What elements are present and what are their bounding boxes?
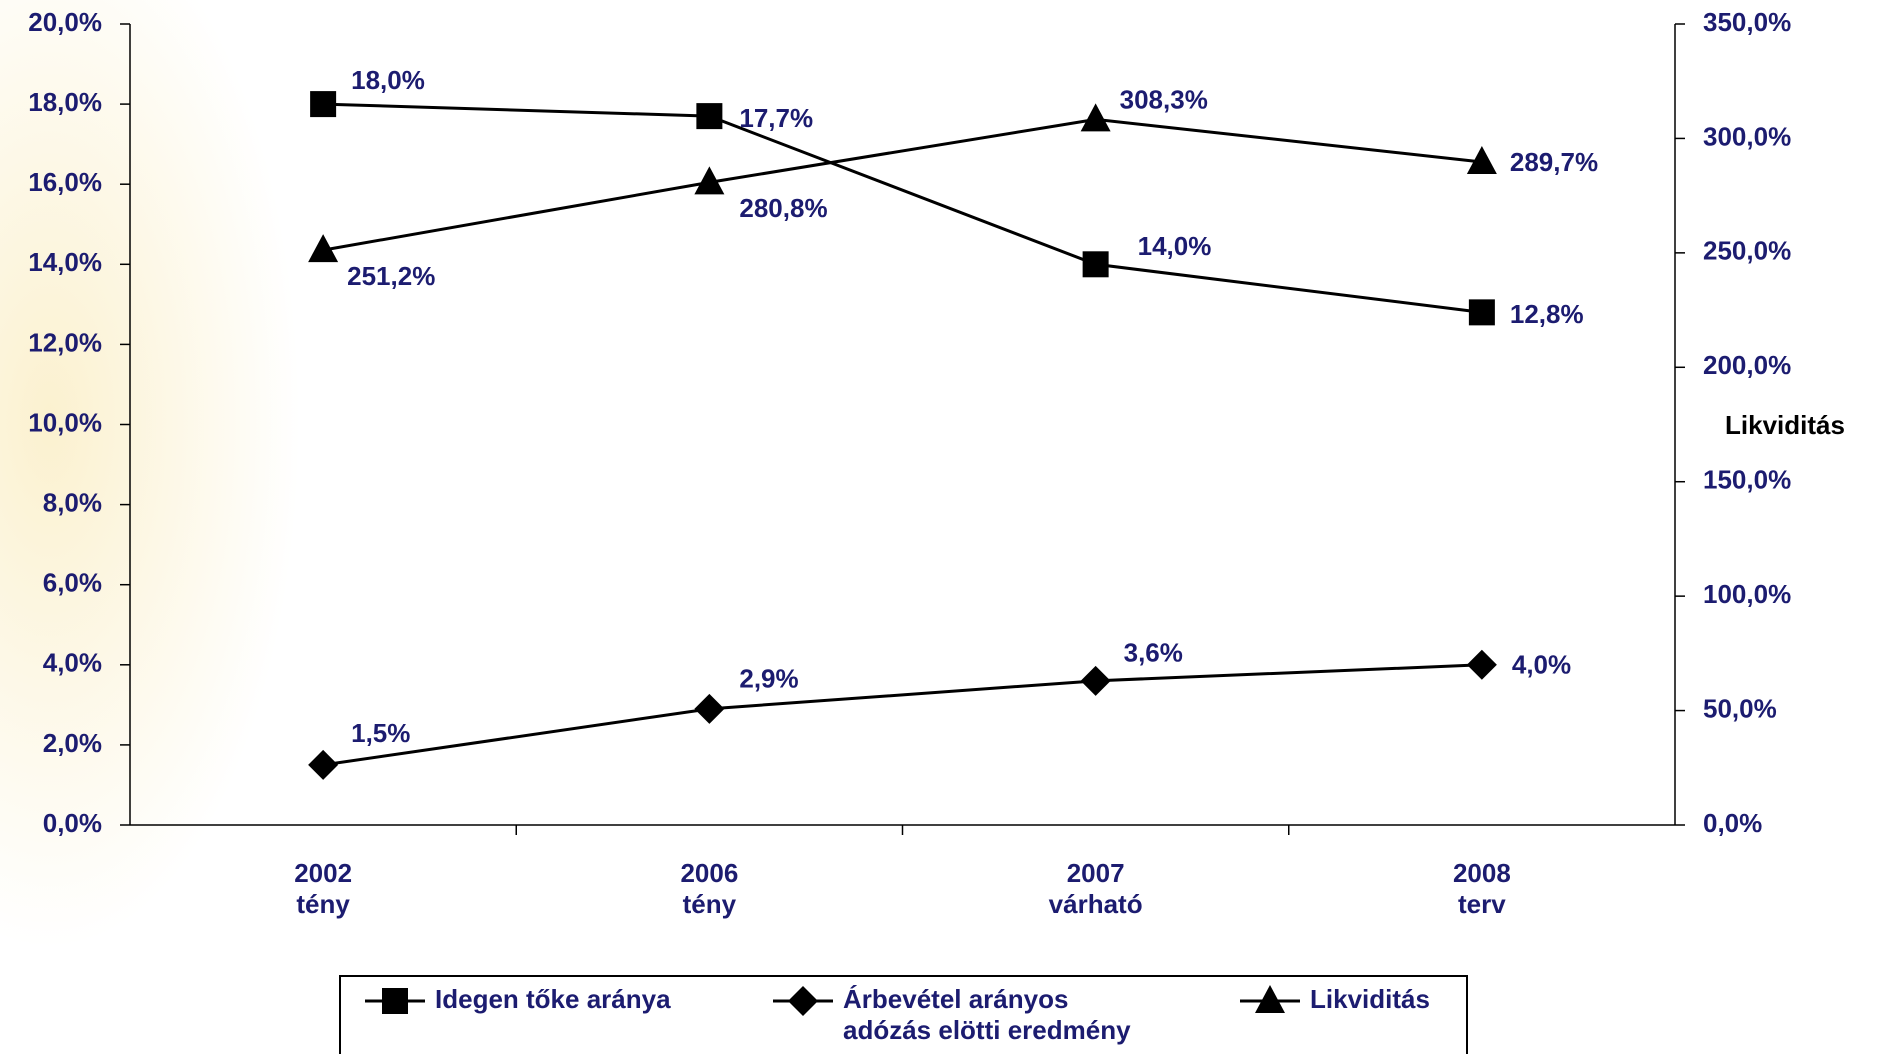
legend-marker	[1255, 985, 1285, 1013]
data-point	[1466, 146, 1497, 175]
series-line	[322, 117, 1483, 252]
y2-tick-label: 200,0%	[1703, 350, 1791, 380]
y-tick-label: 10,0%	[28, 407, 102, 437]
y-tick-label: 6,0%	[43, 568, 102, 598]
y-tick-label: 12,0%	[28, 327, 102, 357]
data-label: 280,8%	[739, 193, 827, 223]
y2-tick-label: 150,0%	[1703, 465, 1791, 495]
y-tick-label: 8,0%	[43, 487, 102, 517]
x-tick-label: 2007 várható	[1049, 858, 1143, 919]
data-point	[310, 91, 337, 118]
x-tick-label: 2008 terv	[1453, 858, 1511, 919]
data-label: 2,9%	[739, 664, 798, 694]
background	[0, 0, 500, 1054]
data-point	[694, 166, 725, 195]
data-point	[1082, 251, 1109, 278]
data-point	[1468, 299, 1495, 326]
y2-tick-label: 300,0%	[1703, 121, 1791, 151]
legend-marker	[382, 988, 408, 1014]
data-label: 14,0%	[1138, 231, 1212, 261]
data-label: 1,5%	[351, 718, 410, 748]
y2-axis-title: Likviditás	[1725, 410, 1845, 440]
data-point	[308, 749, 339, 780]
y-tick-label: 0,0%	[43, 808, 102, 838]
legend-label: Likviditás	[1310, 984, 1430, 1014]
data-label: 4,0%	[1512, 650, 1571, 680]
y-tick-label: 2,0%	[43, 728, 102, 758]
y-tick-label: 14,0%	[28, 247, 102, 277]
data-point	[308, 234, 339, 263]
y2-tick-label: 50,0%	[1703, 693, 1777, 723]
y2-tick-label: 100,0%	[1703, 579, 1791, 609]
series-line	[323, 102, 1483, 314]
data-point	[1080, 665, 1111, 696]
data-point	[696, 103, 723, 130]
data-point	[1466, 649, 1497, 680]
data-label: 289,7%	[1510, 147, 1598, 177]
legend-box	[339, 975, 1468, 1054]
y-tick-label: 16,0%	[28, 167, 102, 197]
data-label: 3,6%	[1124, 638, 1183, 668]
data-label: 18,0%	[351, 65, 425, 95]
data-label: 308,3%	[1120, 84, 1208, 114]
x-tick-label: 2002 tény	[294, 858, 352, 919]
data-point	[694, 693, 725, 724]
data-label: 17,7%	[739, 103, 813, 133]
legend-marker	[788, 986, 818, 1016]
legend-label: Idegen tőke aránya	[435, 984, 671, 1014]
y2-tick-label: 350,0%	[1703, 7, 1791, 37]
legend-label: Árbevétel arányos adózás elötti eredmény	[843, 984, 1131, 1045]
y-tick-label: 20,0%	[28, 7, 102, 37]
data-label: 12,8%	[1510, 299, 1584, 329]
x-tick-label: 2006 tény	[680, 858, 738, 919]
y2-tick-label: 0,0%	[1703, 808, 1762, 838]
data-label: 251,2%	[347, 261, 435, 291]
y-tick-label: 4,0%	[43, 648, 102, 678]
series-line	[322, 663, 1482, 767]
y-tick-label: 18,0%	[28, 87, 102, 117]
data-point	[1080, 103, 1111, 132]
y2-tick-label: 250,0%	[1703, 236, 1791, 266]
